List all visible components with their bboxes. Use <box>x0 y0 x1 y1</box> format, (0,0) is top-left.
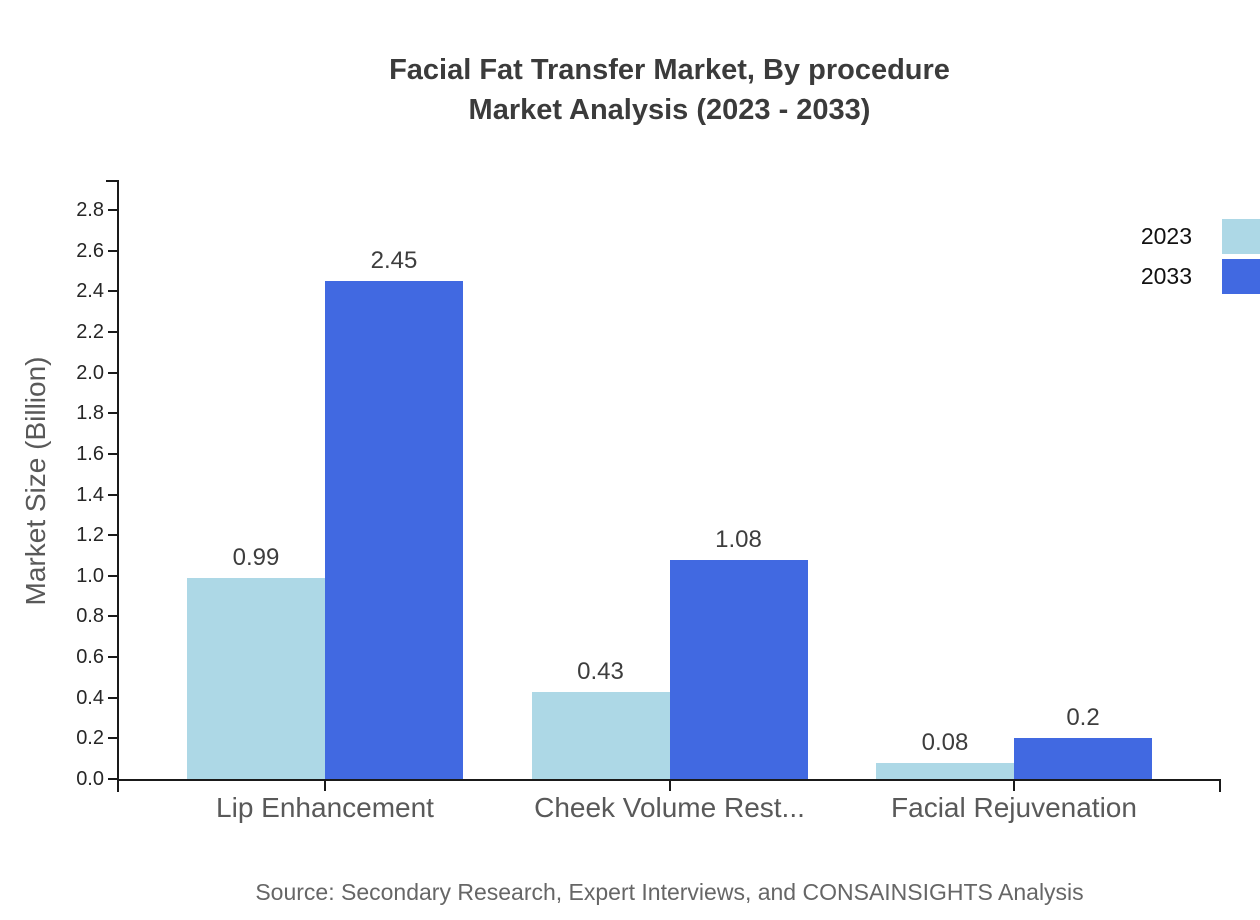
y-tick-label: 2.2 <box>76 320 104 343</box>
y-tick <box>108 737 117 740</box>
bar-value-label: 1.08 <box>715 526 762 553</box>
y-axis-end-tick <box>106 180 119 182</box>
bar-2033-c0[interactable] <box>325 281 463 779</box>
legend-label: 2033 <box>1140 263 1192 289</box>
y-tick <box>108 493 117 496</box>
y-tick-label: 1.0 <box>76 564 104 587</box>
y-tick <box>108 615 117 618</box>
x-category-tick <box>324 779 326 791</box>
x-category-tick <box>1013 779 1015 791</box>
y-tick <box>108 412 117 415</box>
y-tick <box>108 371 117 374</box>
bar-2033-c2[interactable] <box>1014 738 1152 779</box>
x-category-label: Lip Enhancement <box>216 792 434 823</box>
source-note: Source: Secondary Research, Expert Inter… <box>255 879 1084 905</box>
bar-value-label: 2.45 <box>370 247 418 274</box>
y-tick <box>108 574 117 577</box>
y-tick-label: 1.6 <box>76 442 104 465</box>
y-tick-label: 0.0 <box>76 768 104 790</box>
y-tick <box>108 249 117 252</box>
y-tick <box>108 290 117 293</box>
legend: 2023 2033 <box>1141 219 1260 299</box>
legend-item-2023[interactable]: 2023 <box>1141 219 1260 254</box>
bar-value-label: 0.2 <box>1066 704 1100 731</box>
x-category-tick <box>668 779 671 791</box>
bar-value-label: 0.43 <box>577 658 624 685</box>
legend-swatch <box>1222 259 1260 294</box>
chart-title-line1: Facial Fat Transfer Market, By procedure <box>389 54 950 86</box>
x-axis-end-tick <box>1219 779 1221 792</box>
y-tick-label: 1.8 <box>76 402 104 425</box>
y-tick <box>108 656 117 659</box>
y-tick-label: 2.0 <box>76 361 104 384</box>
y-tick <box>108 209 117 212</box>
y-tick-label: 0.8 <box>76 605 104 628</box>
bar-2033-c1[interactable] <box>669 560 808 779</box>
chart-title: Facial Fat Transfer Market, By procedure… <box>118 50 1221 130</box>
bar-2023-c2[interactable] <box>876 763 1014 779</box>
y-tick-label: 2.6 <box>76 239 104 262</box>
chart-title-line2: Market Analysis (2023 - 2033) <box>468 94 871 126</box>
bar-2023-c1[interactable] <box>531 692 670 779</box>
y-tick-label: 0.2 <box>76 727 104 750</box>
y-tick-label: 2.4 <box>76 280 104 303</box>
x-category-label: Cheek Volume Rest... <box>534 792 805 823</box>
y-tick <box>108 452 117 455</box>
x-category-label: Facial Rejuvenation <box>891 792 1137 823</box>
y-tick <box>108 330 117 333</box>
y-tick-label: 1.4 <box>76 483 104 506</box>
y-tick-label: 0.6 <box>76 646 104 669</box>
y-axis-line <box>117 180 119 792</box>
bar-value-label: 0.08 <box>921 729 969 756</box>
bar-value-label: 0.99 <box>232 544 280 571</box>
y-tick <box>108 696 117 699</box>
y-tick <box>108 534 117 537</box>
y-tick-label: 1.2 <box>76 524 104 547</box>
y-tick <box>108 778 117 780</box>
legend-swatch <box>1222 219 1260 254</box>
bar-2023-c0[interactable] <box>187 578 325 779</box>
legend-item-2033[interactable]: 2033 <box>1141 259 1260 294</box>
y-tick-label: 2.8 <box>76 199 104 222</box>
y-tick-label: 0.4 <box>76 686 104 709</box>
legend-label: 2023 <box>1140 223 1192 249</box>
